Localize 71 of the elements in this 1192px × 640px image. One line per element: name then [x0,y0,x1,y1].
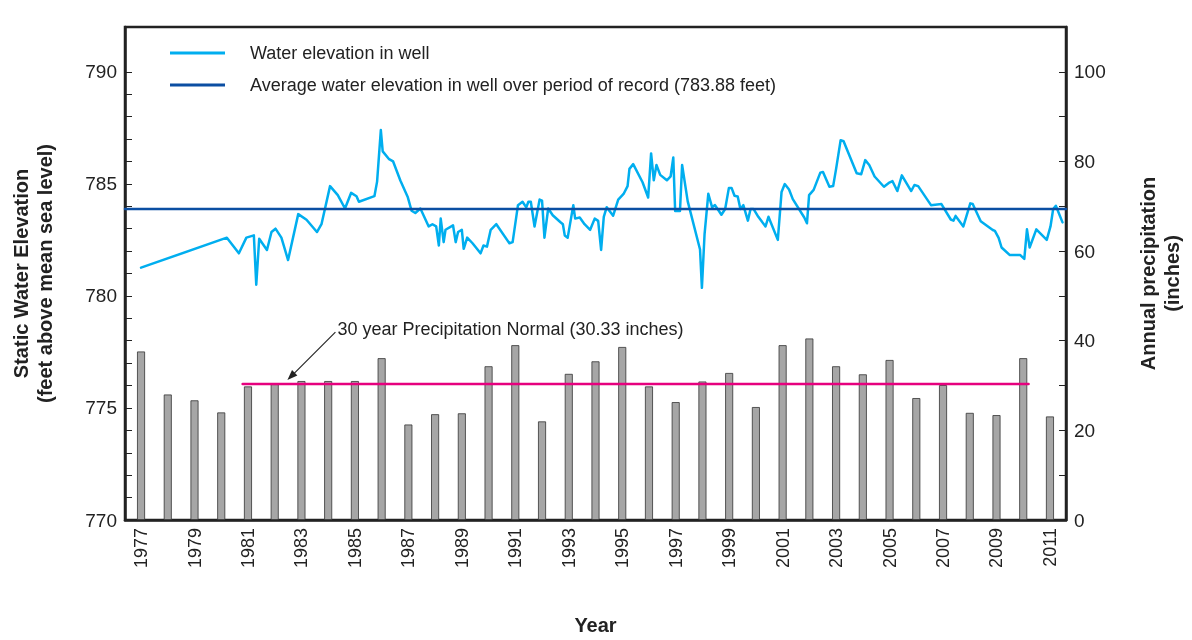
x-tick-label: 1991 [505,528,526,569]
bar [725,373,734,520]
x-tick-label: 2011 [1039,528,1060,567]
x-tick-label: 1981 [237,528,258,569]
x-tick-label: 2005 [879,528,900,569]
bar [832,366,841,520]
bar [671,402,680,520]
bar [644,386,653,520]
y-tick-label: 775 [85,397,117,419]
y-axis-title: Static Water Elevation (feet above mean sea level) [10,143,56,404]
x-tick-label: 2007 [933,528,954,569]
bar [992,415,1001,520]
bar [698,381,707,520]
bar [217,412,226,520]
x-tick-label: 1993 [558,528,579,569]
x-tick-label: 1979 [184,528,205,569]
x-tick-label: 1997 [665,528,686,569]
x-axis-title: Year [574,614,617,636]
y-tick-label: 785 [85,173,117,195]
x-tick-label: 1977 [131,528,152,569]
bar [591,361,600,520]
bar [965,412,974,520]
bar [324,381,333,520]
bar [778,345,787,520]
bar [751,407,760,520]
line-series [139,128,1064,290]
bar [484,366,493,520]
bar [377,358,386,520]
x-tick-label: 1995 [612,528,633,569]
x-tick-label: 2003 [826,528,847,569]
bar [243,386,252,520]
x-tick-label: 2009 [986,528,1007,569]
y-tick-label: 790 [85,61,117,83]
x-tick-label: 1999 [719,528,740,569]
y2-tick-label: 20 [1074,419,1096,441]
x-tick-label: 1985 [344,528,365,569]
y-tick-label: 780 [85,285,117,307]
bar [431,414,440,520]
y2-tick-label: 40 [1074,330,1096,352]
x-tick-label: 1983 [291,528,312,569]
y2-tick-label: 80 [1074,150,1096,172]
bar [457,413,466,520]
bar [939,385,948,520]
bar [511,345,520,520]
bar [858,374,867,520]
legend-label: Average water elevation in well over period of record (783.88 feet) [250,75,776,95]
x-tick-label: 2001 [772,528,793,569]
y-tick-label: 770 [85,509,117,531]
bar [912,398,921,520]
x-tick-label: 1987 [398,528,419,569]
bar [1045,416,1054,520]
bar [1019,358,1028,520]
bar [297,381,306,520]
bar [538,421,547,520]
bar [404,424,413,520]
bar [163,394,172,520]
bar [805,338,814,520]
bar [564,373,573,520]
bar [137,351,146,520]
x-tick-label: 1989 [451,528,472,569]
y2-axis-title: Annual precipitation (inches) [1137,176,1183,371]
bar [350,381,359,520]
y2-tick-label: 100 [1074,61,1106,83]
bar [270,384,279,520]
annotation: 30 year Precipitation Normal (30.33 inches) [337,319,684,340]
bar [190,400,199,520]
y2-tick-label: 0 [1074,509,1085,531]
bar [885,360,894,520]
y2-tick-label: 60 [1074,240,1096,262]
bar [618,347,627,520]
legend-label: Water elevation in well [250,43,430,63]
